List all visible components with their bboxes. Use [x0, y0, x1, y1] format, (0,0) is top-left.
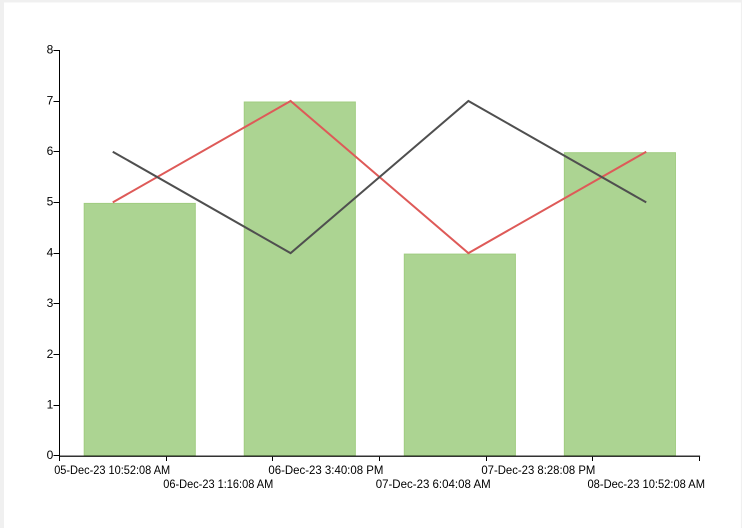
svg-text:05-Dec-23 10:52:08 AM: 05-Dec-23 10:52:08 AM: [54, 463, 170, 477]
svg-text:5: 5: [47, 195, 54, 209]
svg-text:6: 6: [47, 144, 54, 158]
svg-text:06-Dec-23 3:40:08 PM: 06-Dec-23 3:40:08 PM: [268, 463, 383, 477]
svg-text:7: 7: [47, 93, 54, 107]
svg-text:08-Dec-23 10:52:08 AM: 08-Dec-23 10:52:08 AM: [588, 477, 706, 491]
svg-text:4: 4: [47, 245, 54, 259]
svg-text:06-Dec-23 1:16:08 AM: 06-Dec-23 1:16:08 AM: [163, 477, 273, 491]
svg-text:3: 3: [47, 296, 54, 310]
svg-text:2: 2: [47, 347, 54, 361]
svg-text:07-Dec-23 8:28:08 PM: 07-Dec-23 8:28:08 PM: [481, 463, 595, 477]
svg-text:0: 0: [47, 448, 54, 462]
svg-text:07-Dec-23 6:04:08 AM: 07-Dec-23 6:04:08 AM: [376, 477, 491, 491]
svg-text:1: 1: [47, 398, 54, 412]
svg-text:8: 8: [47, 43, 54, 57]
